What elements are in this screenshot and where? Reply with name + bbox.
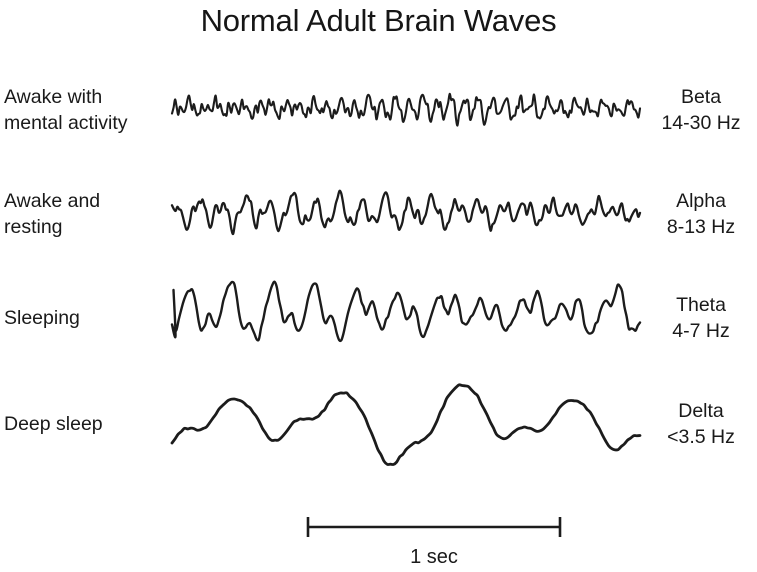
band-label-theta: Theta 4-7 Hz xyxy=(645,292,757,344)
band-name-alpha: Alpha xyxy=(676,190,726,212)
scale-bar xyxy=(306,517,562,537)
page-title: Normal Adult Brain Waves xyxy=(200,3,557,38)
band-frequency-beta: 14-30 Hz xyxy=(661,112,741,134)
state-label-beta-line1: Awake with xyxy=(4,86,103,108)
scale-bar-caption: 1 sec xyxy=(410,546,458,568)
state-label-beta: Awake with mental activity xyxy=(4,84,164,136)
band-frequency-delta: <3.5 Hz xyxy=(667,426,735,448)
eeg-trace-alpha xyxy=(170,189,642,236)
band-name-beta: Beta xyxy=(680,86,722,108)
band-frequency-theta: 4-7 Hz xyxy=(672,320,730,342)
state-label-alpha: Awake and resting xyxy=(4,188,164,240)
eeg-trace-delta xyxy=(170,383,642,466)
state-label-delta: Deep sleep xyxy=(4,411,164,437)
band-label-alpha: Alpha 8-13 Hz xyxy=(645,188,757,240)
band-frequency-alpha: 8-13 Hz xyxy=(666,216,736,238)
state-label-alpha-line1: Awake and xyxy=(4,190,101,212)
state-label-theta-line1: Sleeping xyxy=(4,307,80,329)
eeg-trace-theta xyxy=(170,280,642,343)
band-label-delta: Delta <3.5 Hz xyxy=(645,398,757,450)
state-label-alpha-line2: resting xyxy=(4,216,63,238)
state-label-delta-line1: Deep sleep xyxy=(4,413,103,435)
band-label-beta: Beta 14-30 Hz xyxy=(645,84,757,136)
state-label-theta: Sleeping xyxy=(4,305,164,331)
band-name-theta: Theta xyxy=(676,294,726,316)
eeg-trace-beta xyxy=(170,92,642,127)
state-label-beta-line2: mental activity xyxy=(4,112,128,134)
band-name-delta: Delta xyxy=(678,400,724,422)
